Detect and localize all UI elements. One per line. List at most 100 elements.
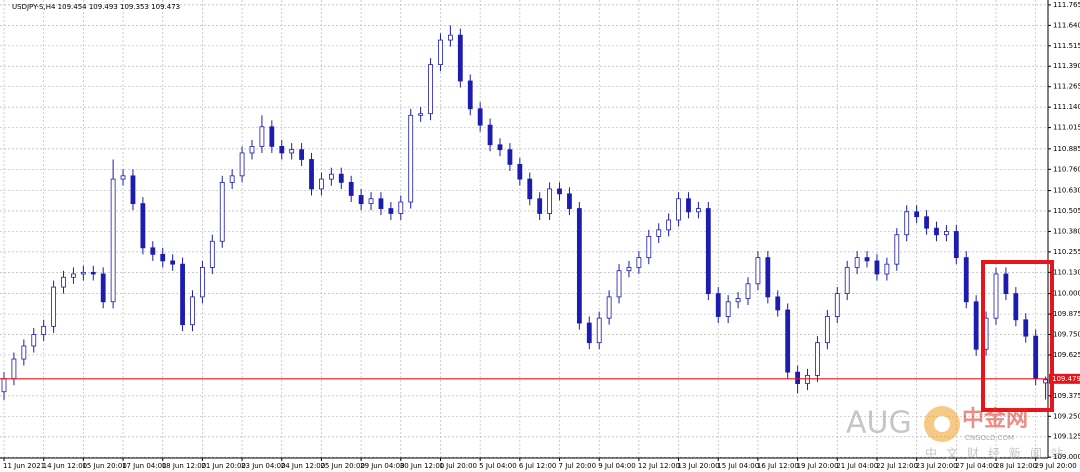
candle-body <box>180 263 185 326</box>
candle-body <box>209 240 215 268</box>
y-tick-label: 109.750 <box>1053 331 1080 339</box>
x-tick-label: 18 Jun 12:00 <box>162 462 206 470</box>
candle-body <box>457 34 463 82</box>
candle-body <box>259 126 265 147</box>
y-tick-label: 109.250 <box>1053 412 1080 420</box>
candle-body <box>368 198 374 205</box>
x-tick-label: 21 Jul 04:00 <box>836 462 878 470</box>
candle-body <box>606 296 612 319</box>
candle-body <box>676 198 681 221</box>
candle-body <box>507 149 513 165</box>
candle-body <box>666 219 672 231</box>
y-tick-label: 111.515 <box>1053 42 1080 50</box>
candle-body <box>21 345 27 360</box>
brand-url: CNGOLD.COM <box>965 434 1014 442</box>
candle-body <box>616 270 622 298</box>
candle-body <box>41 325 47 335</box>
candle-body <box>348 181 354 196</box>
candle-body <box>120 175 126 180</box>
price-label: 109.479 <box>1052 375 1080 383</box>
candle-body <box>953 231 959 259</box>
candle-body <box>328 173 334 180</box>
grid <box>0 0 1048 458</box>
y-tick-label: 111.390 <box>1053 62 1080 70</box>
candle-body <box>398 201 404 214</box>
candle-body <box>715 293 721 317</box>
candle-body <box>646 235 652 259</box>
x-tick-label: 28 Jul 12:00 <box>995 462 1037 470</box>
candle-body <box>576 208 582 324</box>
candle-body <box>696 208 701 213</box>
candle-body <box>497 144 503 151</box>
candle-body <box>844 267 850 295</box>
x-tick-label: 15 Jun 20:00 <box>82 462 126 470</box>
candle-body <box>824 316 830 344</box>
candle-body <box>408 114 414 203</box>
y-tick-label: 109.125 <box>1053 433 1080 441</box>
candle-body <box>1003 273 1009 295</box>
x-tick-label: 27 Jul 04:00 <box>955 462 997 470</box>
candle-body <box>140 203 146 249</box>
candle-body <box>338 173 344 183</box>
candle-body <box>219 181 225 242</box>
candle-body <box>924 216 929 229</box>
candle-body <box>1013 293 1019 321</box>
x-tick-label: 23 Jul 20:00 <box>916 462 958 470</box>
candle-body <box>537 198 543 214</box>
candle-body <box>805 374 810 384</box>
candle-body <box>388 208 394 214</box>
logo-inner <box>934 416 950 432</box>
candle-body <box>1033 335 1039 380</box>
candle-body <box>418 113 424 116</box>
y-tick-label: 109.625 <box>1053 351 1080 359</box>
candle-body <box>269 126 275 147</box>
candle-body <box>31 334 37 347</box>
candle-body <box>775 296 781 311</box>
brand: 中金网 <box>962 406 1028 432</box>
candle-body <box>894 234 900 265</box>
candle-body <box>874 260 880 275</box>
x-tick-label: 29 Jun 04:00 <box>360 462 404 470</box>
candle-body <box>755 257 761 285</box>
candle-body <box>934 227 939 236</box>
candle-body <box>100 273 106 303</box>
candle-body <box>993 273 999 319</box>
y-tick-label: 110.505 <box>1053 207 1080 215</box>
candle-body <box>71 273 76 278</box>
x-tick-label: 15 Jul 04:00 <box>717 462 759 470</box>
candle-body <box>567 193 572 209</box>
candle-body <box>438 39 443 66</box>
candle-body <box>487 124 493 146</box>
y-tick-label: 110.255 <box>1053 248 1080 256</box>
x-tick-label: 24 Jun 12:00 <box>281 462 325 470</box>
x-tick-label: 30 Jun 12:00 <box>400 462 444 470</box>
candle-body <box>190 296 195 326</box>
candle-body <box>735 298 741 303</box>
candle-body <box>834 293 840 317</box>
x-tick-label: 19 Jul 20:00 <box>797 462 839 470</box>
x-tick-label: 25 Jun 20:00 <box>320 462 364 470</box>
y-tick-label: 110.760 <box>1053 165 1080 173</box>
candle-body <box>1 378 7 393</box>
x-tick-label: 1 Jul 20:00 <box>439 462 477 470</box>
x-tick-label: 5 Jul 04:00 <box>479 462 517 470</box>
x-tick-label: 23 Jun 04:00 <box>241 462 285 470</box>
candle-body <box>626 267 632 272</box>
y-tick-label: 111.140 <box>1053 103 1080 111</box>
candle-body <box>110 178 116 303</box>
candle-body <box>963 257 969 303</box>
candle-body <box>785 309 791 373</box>
candle-body <box>378 198 384 209</box>
price-label-bg <box>1049 373 1080 384</box>
y-tick-label: 110.130 <box>1053 268 1080 276</box>
x-tick-label: 6 Jul 12:00 <box>519 462 557 470</box>
x-tick-label: 9 Jul 04:00 <box>598 462 636 470</box>
candle-body <box>447 34 453 41</box>
x-tick-label: 11 Jun 2021 <box>3 462 45 470</box>
candle-body <box>527 178 533 200</box>
x-tick-label: 12 Jul 12:00 <box>638 462 680 470</box>
x-tick-label: 17 Jun 04:00 <box>122 462 166 470</box>
candle-body <box>170 260 176 265</box>
candle-body <box>745 283 751 299</box>
